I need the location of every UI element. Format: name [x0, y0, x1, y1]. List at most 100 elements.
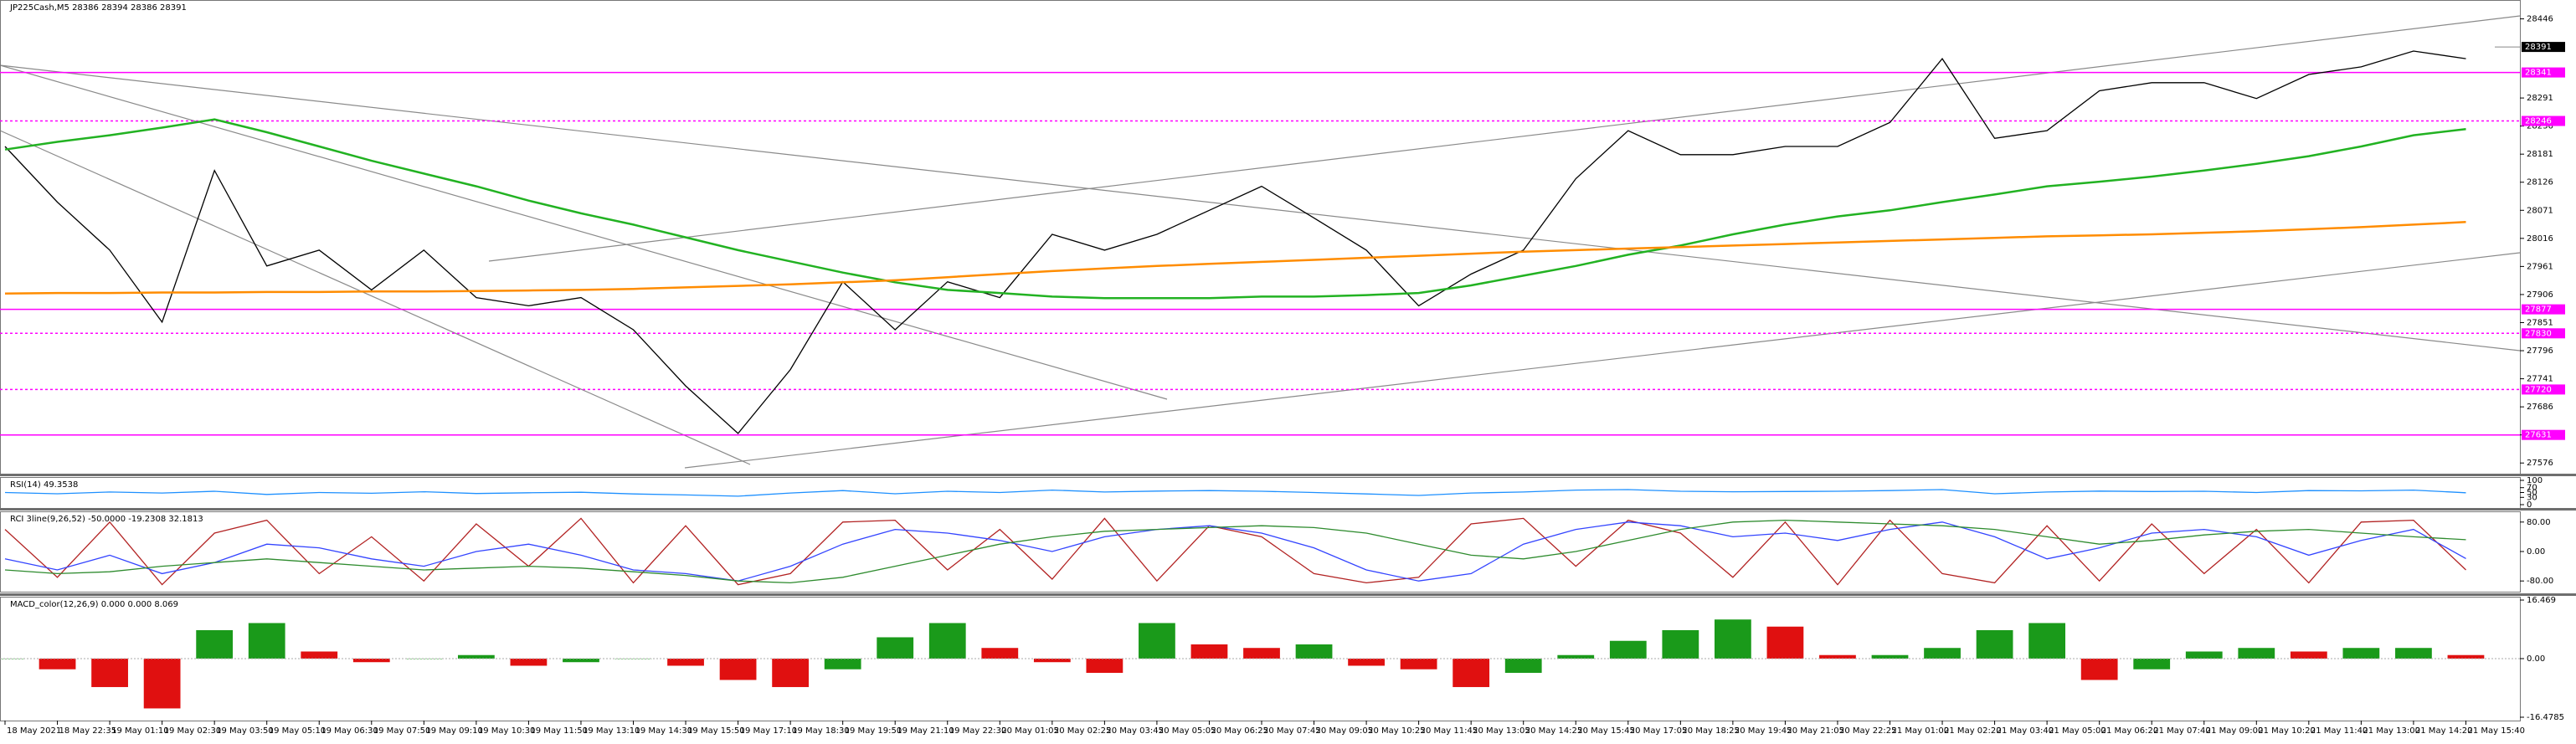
macd-bar [928, 623, 966, 659]
macd-bar [1819, 654, 1856, 659]
x-tick-label: 19 May 06:30 [321, 726, 378, 736]
x-tick-label: 19 May 19:50 [845, 726, 902, 736]
level-label: 27720 [2525, 385, 2552, 394]
y-tick-label: 27961 [2527, 262, 2553, 271]
macd-bar [1348, 658, 1385, 666]
y-tick-label: 27576 [2527, 459, 2553, 468]
x-tick-label: 19 May 22:30 [949, 726, 1007, 736]
series-line [4, 221, 2466, 295]
macd-bar [824, 658, 861, 670]
x-tick-label: 19 May 07:50 [373, 726, 431, 736]
level-label-box [2522, 429, 2565, 440]
y-tick-label: 0.00 [2527, 547, 2545, 557]
macd-bar [563, 658, 599, 663]
macd-bar [1139, 623, 1175, 659]
x-tick-label: 19 May 02:30 [164, 726, 222, 736]
level-label-box [2522, 384, 2565, 395]
y-tick-label: 28181 [2527, 150, 2553, 159]
macd-bar [772, 658, 810, 687]
y-tick-label: 0 [2527, 500, 2532, 510]
x-tick-label: 21 May 09:00 [2206, 726, 2264, 736]
panel-frame [0, 597, 2521, 721]
level-label: 27631 [2525, 431, 2552, 440]
macd-bar [248, 623, 285, 659]
macd-bar [1557, 654, 1595, 659]
x-tick-label: 19 May 01:10 [111, 726, 169, 736]
level-label-box [2522, 328, 2565, 339]
y-tick-label: -80.00 [2527, 577, 2553, 586]
trend-line [0, 64, 1168, 400]
trend-line [0, 64, 2521, 351]
x-tick-label: 21 May 07:40 [2153, 726, 2211, 736]
macd-bar [1714, 619, 1751, 659]
macd-bar [1400, 658, 1437, 670]
macd-bar [719, 658, 757, 680]
y-tick-label: -16.4785 [2527, 713, 2564, 722]
x-tick-label: 21 May 06:20 [2101, 726, 2159, 736]
macd-bar [2028, 623, 2066, 659]
panel-title: RCI 3line(9,26,52) -50.0000 -19.2308 32.… [10, 515, 203, 524]
macd-bar [510, 658, 548, 666]
y-tick-label: 28291 [2527, 94, 2553, 103]
macd-bar [1924, 648, 1961, 659]
macd-bar [1504, 658, 1542, 673]
last-price-label: 28391 [2525, 43, 2552, 52]
macd-bar [1453, 658, 1490, 687]
x-tick-label: 19 May 05:10 [269, 726, 326, 736]
x-tick-label: 20 May 14:25 [1525, 726, 1583, 736]
x-tick-label: 20 May 11:45 [1421, 726, 1478, 736]
y-tick-label: 70 [2527, 484, 2537, 493]
x-tick-label: 19 May 15:50 [687, 726, 745, 736]
macd-bar [2133, 658, 2171, 670]
series-line [4, 118, 2466, 300]
x-tick-label: 21 May 01:00 [1892, 726, 1950, 736]
x-tick-label: 21 May 11:40 [2311, 726, 2368, 736]
macd-bar [2447, 654, 2485, 659]
macd-bar [2080, 658, 2118, 680]
y-tick-label: 27796 [2527, 346, 2553, 356]
x-tick-label: 19 May 18:30 [792, 726, 850, 736]
panel-separator [0, 593, 2576, 596]
y-tick-label: 16.469 [2527, 596, 2556, 605]
series-line [4, 517, 2466, 586]
x-tick-label: 21 May 03:40 [1997, 726, 2054, 736]
macd-bar [39, 658, 76, 670]
x-tick-label: 21 May 10:20 [2258, 726, 2316, 736]
macd-bar [301, 651, 338, 659]
last-price-box [2522, 42, 2565, 53]
macd-bar [457, 654, 495, 659]
macd-bar [2290, 651, 2327, 659]
x-tick-label: 20 May 03:45 [1106, 726, 1164, 736]
x-tick-label: 20 May 18:25 [1682, 726, 1740, 736]
macd-bar [1086, 658, 1123, 673]
x-tick-label: 21 May 13:00 [2363, 726, 2420, 736]
x-tick-label: 20 May 10:25 [1368, 726, 1426, 736]
y-tick-label: 28446 [2527, 15, 2553, 24]
y-tick-label: 28071 [2527, 206, 2553, 215]
x-tick-label: 19 May 13:10 [583, 726, 640, 736]
level-label: 28246 [2525, 117, 2552, 126]
y-tick-label: 30 [2527, 493, 2537, 502]
trend-line [488, 15, 2521, 262]
series-line [4, 519, 2466, 584]
x-tick-label: 20 May 05:05 [1159, 726, 1216, 736]
macd-bar [1295, 644, 1333, 659]
x-tick-label: 21 May 02:20 [1944, 726, 2002, 736]
macd-bar [2185, 651, 2223, 659]
macd-bar [1766, 626, 1804, 659]
x-tick-label: 19 May 10:30 [478, 726, 536, 736]
x-tick-label: 19 May 11:50 [530, 726, 588, 736]
x-tick-label: 21 May 14:20 [2415, 726, 2473, 736]
macd-bar [196, 629, 234, 659]
x-tick-label: 20 May 01:05 [1001, 726, 1059, 736]
series-line [4, 489, 2466, 497]
panel-title: RSI(14) 49.3538 [10, 480, 78, 490]
level-label: 27877 [2525, 305, 2552, 315]
x-tick-label: 20 May 09:05 [1316, 726, 1374, 736]
y-tick-label: 28016 [2527, 234, 2553, 244]
macd-bar [2238, 648, 2275, 659]
panel-title: JP225Cash,M5 28386 28394 28386 28391 [9, 3, 187, 13]
